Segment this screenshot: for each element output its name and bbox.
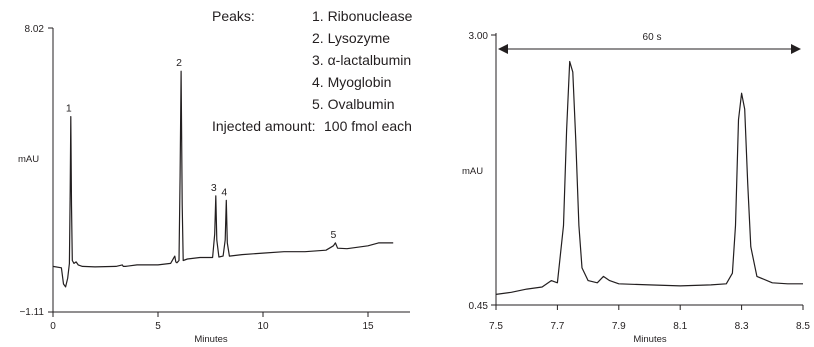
y-tick-label-min: −1.11 — [19, 307, 44, 318]
x-tick-label-zoom: 8.1 — [673, 321, 687, 332]
y-tick-label-max: 8.02 — [25, 24, 45, 35]
x-tick-group-zoom: 7.5 7.7 7.9 8.1 8.3 8.5 — [489, 305, 810, 332]
legend-title: Peaks: — [212, 8, 255, 24]
peak-label: 4 — [221, 186, 227, 198]
legend-item-ribonuclease: 1. Ribonuclease — [312, 8, 413, 24]
span-arrow-left-head — [498, 44, 508, 54]
x-tick-label-zoom: 7.9 — [612, 321, 626, 332]
x-axis-label-zoom: Minutes — [633, 334, 667, 345]
y-tick-label-min-zoom: 0.45 — [469, 301, 489, 312]
span-arrow-right-head — [791, 44, 801, 54]
legend-item-ovalbumin: 5. Ovalbumin — [312, 96, 394, 112]
x-tick-label-zoom: 7.5 — [489, 321, 503, 332]
x-tick-group: 0 5 10 15 — [50, 312, 374, 332]
zoom-chromatogram-trace — [495, 60, 803, 295]
x-tick-label-zoom: 8.5 — [796, 321, 810, 332]
peak-label-group: 1 2 3 4 5 — [66, 57, 337, 241]
peak-label: 1 — [66, 103, 72, 115]
injected-amount-value: 100 fmol each — [324, 118, 412, 134]
x-tick-label-zoom: 8.3 — [735, 321, 749, 332]
y-axis-label-zoom: mAU — [462, 166, 483, 177]
x-tick-label: 10 — [257, 321, 269, 332]
span-arrow: 60 s — [498, 32, 801, 54]
legend-item-lysozyme: 2. Lysozyme — [312, 30, 390, 46]
peak-label: 5 — [331, 229, 337, 241]
y-tick-label-max-zoom: 3.00 — [469, 31, 489, 42]
peak-label: 2 — [176, 57, 182, 69]
x-tick-label: 5 — [155, 321, 161, 332]
injected-amount-label: Injected amount: — [212, 118, 316, 134]
chart-full-chromatogram: 8.02 −1.11 mAU Minutes 0 5 10 15 1 2 3 4 5 Peak… — [18, 8, 413, 345]
y-axis-label: mAU — [18, 154, 39, 165]
x-tick-label: 0 — [50, 321, 56, 332]
chromatogram-trace — [52, 70, 394, 288]
chart-zoom-chromatogram: 3.00 0.45 mAU Minutes 7.5 7.7 7.9 8.1 8.3 8.5… — [462, 31, 810, 345]
peak-label: 3 — [211, 182, 217, 194]
legend: Peaks: 1. Ribonuclease 2. Lysozyme 3. α-… — [212, 8, 413, 134]
legend-item-alpha-lactalbumin: 3. α-lactalbumin — [312, 52, 411, 68]
x-axis-label: Minutes — [194, 334, 228, 345]
x-tick-label-zoom: 7.7 — [550, 321, 564, 332]
x-tick-label: 15 — [362, 321, 374, 332]
legend-item-myoglobin: 4. Myoglobin — [312, 74, 391, 90]
span-label: 60 s — [643, 32, 662, 43]
